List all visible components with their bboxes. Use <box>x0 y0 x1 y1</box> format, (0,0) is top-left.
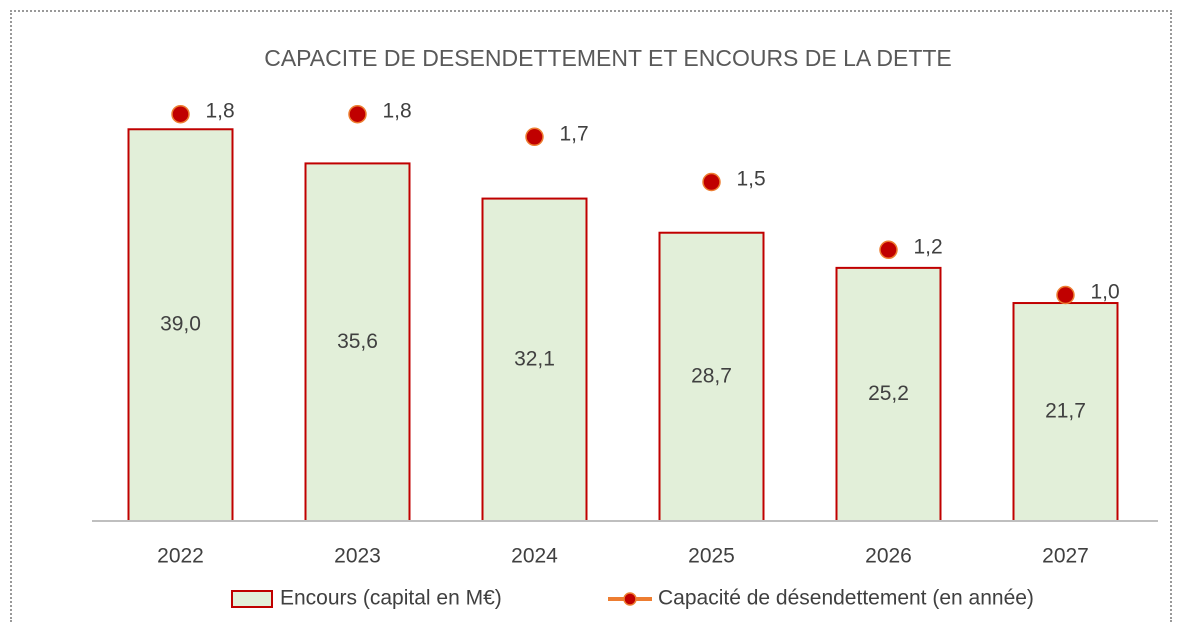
bar <box>1012 302 1119 522</box>
line-marker <box>525 127 544 147</box>
line-value-label: 1,7 <box>560 122 589 145</box>
line-value-label: 1,5 <box>737 168 766 191</box>
line-value-label: 1,2 <box>914 235 943 258</box>
legend-swatch <box>231 590 273 608</box>
line-marker <box>1056 285 1075 305</box>
legend-label: Encours (capital en M€) <box>280 587 502 610</box>
bar <box>304 162 411 522</box>
bar-value-label: 39,0 <box>160 313 201 336</box>
legend-marker <box>623 592 637 606</box>
bar <box>658 231 765 522</box>
x-tick-label: 2023 <box>334 545 381 568</box>
bar-value-label: 28,7 <box>691 364 732 387</box>
bar-value-label: 21,7 <box>1045 400 1086 423</box>
line-marker <box>702 172 721 192</box>
x-tick-label: 2022 <box>157 545 204 568</box>
x-tick-label: 2024 <box>511 545 558 568</box>
line-value-label: 1,0 <box>1091 281 1120 304</box>
line-value-label: 1,8 <box>383 100 412 123</box>
x-tick-label: 2025 <box>688 545 735 568</box>
legend-label: Capacité de désendettement (en année) <box>658 587 1034 610</box>
x-tick-label: 2026 <box>865 545 912 568</box>
line-marker <box>171 104 190 124</box>
bar <box>835 266 942 522</box>
x-tick-label: 2027 <box>1042 545 1089 568</box>
bar-value-label: 25,2 <box>868 382 909 405</box>
bar-value-label: 35,6 <box>337 330 378 353</box>
bar-value-label: 32,1 <box>514 347 555 370</box>
line-marker <box>348 104 367 124</box>
line-marker <box>879 240 898 260</box>
line-value-label: 1,8 <box>206 100 235 123</box>
chart-title: CAPACITE DE DESENDETTEMENT ET ENCOURS DE… <box>264 45 952 71</box>
frame <box>10 10 1172 622</box>
